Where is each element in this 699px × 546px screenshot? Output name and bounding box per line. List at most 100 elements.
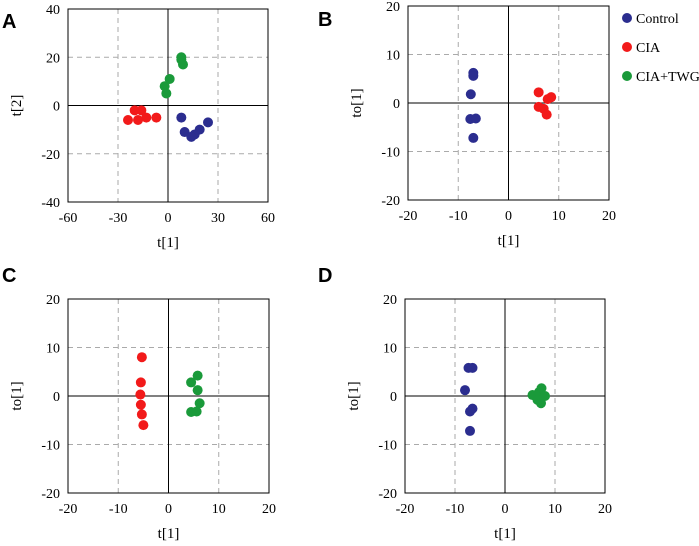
data-point-cia	[533, 87, 544, 98]
plot-frame	[404, 298, 606, 494]
series-cia	[533, 87, 557, 120]
data-point-control	[465, 89, 476, 100]
y-axis-label: to[1]	[349, 88, 365, 117]
series-cia	[135, 352, 149, 431]
x-axis-label: t[1]	[158, 526, 180, 542]
panel-c: C -20 -10 0 10 20 20 10 0 -10 -20 t[1] to[1]	[2, 265, 276, 542]
data-point-cia	[541, 109, 552, 120]
y-axis-label: to[1]	[9, 381, 25, 410]
x-tick-label: 10	[548, 502, 562, 517]
series-control	[465, 67, 481, 143]
y-tick-label: 20	[383, 293, 397, 308]
x-tick-label: 20	[602, 209, 616, 224]
data-point-cia_twg	[536, 383, 547, 394]
y-tick-label: 40	[46, 3, 60, 18]
y-tick-label: 0	[393, 97, 400, 112]
y-tick-label: -20	[41, 148, 60, 163]
data-point-control	[203, 117, 213, 128]
plot-frame	[67, 298, 270, 494]
x-axis-label: t[1]	[498, 233, 520, 249]
y-axis-label: to[1]	[346, 381, 362, 410]
series-cia_twg	[159, 52, 188, 99]
y-tick-label: 0	[53, 390, 60, 405]
panel-letter: B	[318, 9, 332, 31]
legend-marker-cia	[622, 42, 632, 52]
y-tick-label: -20	[378, 487, 397, 502]
x-tick-label: -20	[59, 502, 78, 517]
series-cia	[123, 105, 162, 125]
y-axis-label: t[2]	[9, 95, 25, 117]
y-tick-label: -10	[381, 146, 400, 161]
data-point-control	[468, 70, 479, 81]
data-point-cia_twg	[192, 370, 203, 381]
panel-letter: A	[2, 11, 16, 33]
data-point-cia	[151, 112, 162, 123]
y-tick-label: 20	[386, 0, 400, 15]
data-point-cia_twg	[161, 88, 172, 99]
data-point-cia	[135, 377, 146, 388]
data-point-cia_twg	[186, 377, 197, 388]
data-point-control	[465, 406, 475, 417]
data-point-cia	[136, 409, 147, 420]
x-tick-label: -20	[396, 502, 415, 517]
y-tick-label: -10	[41, 439, 60, 454]
y-tick-label: -20	[381, 194, 400, 209]
series-control	[176, 112, 213, 142]
legend-label: CIA	[636, 41, 661, 56]
panel-letter: D	[318, 265, 332, 287]
series-control	[460, 362, 478, 436]
x-tick-label: 20	[262, 502, 276, 517]
x-tick-label: 0	[165, 211, 172, 226]
y-tick-label: 20	[46, 51, 60, 66]
x-tick-label: -20	[399, 209, 418, 224]
data-point-control	[460, 385, 470, 396]
panel-letter: C	[2, 265, 16, 287]
x-axis-label: t[1]	[157, 235, 179, 251]
legend-marker-cia_twg	[622, 71, 632, 81]
series-cia_twg	[527, 383, 550, 409]
y-tick-label: -10	[378, 439, 397, 454]
plot-frame	[407, 5, 610, 201]
data-point-cia_twg	[536, 398, 546, 409]
x-tick-label: 10	[552, 209, 566, 224]
y-tick-label: 0	[390, 390, 397, 405]
panel-d: D -20 -10 0 10 20 20 10 0 -10 -20 t[1] to[1]	[318, 265, 612, 542]
data-point-cia	[133, 114, 143, 125]
data-point-cia	[542, 94, 553, 105]
y-tick-label: -20	[41, 487, 60, 502]
y-tick-label: 0	[53, 100, 60, 115]
data-point-control	[470, 113, 481, 124]
y-tick-label: -40	[41, 196, 60, 211]
x-tick-label: -60	[59, 211, 78, 226]
x-tick-label: 30	[211, 211, 225, 226]
data-point-control	[467, 362, 478, 373]
data-point-cia	[136, 352, 147, 363]
data-point-cia	[135, 389, 146, 400]
x-tick-label: 60	[261, 211, 275, 226]
x-tick-label: -30	[109, 211, 128, 226]
data-point-cia	[138, 420, 149, 431]
x-tick-label: 10	[212, 502, 226, 517]
data-point-cia_twg	[194, 398, 205, 409]
legend-marker-control	[622, 13, 632, 23]
panel-b: B -20 -10 0 10 20 20 10 0 -10 -20 t[1] to[1]	[318, 0, 616, 249]
x-tick-label: -10	[446, 502, 465, 517]
data-point-cia_twg	[164, 73, 175, 84]
data-point-cia	[141, 112, 152, 123]
data-point-control	[176, 112, 187, 123]
data-point-cia	[136, 105, 147, 116]
legend: Control CIA CIA+TWG	[622, 12, 699, 85]
data-point-cia_twg	[540, 391, 550, 401]
x-tick-label: -10	[109, 502, 128, 517]
data-point-control	[468, 132, 479, 143]
y-tick-label: 10	[386, 49, 400, 64]
data-point-cia_twg	[192, 385, 203, 396]
data-point-control	[465, 425, 475, 436]
y-tick-label: 20	[46, 293, 60, 308]
x-axis-label: t[1]	[494, 526, 516, 542]
x-tick-label: 0	[165, 502, 172, 517]
y-tick-label: 10	[383, 342, 397, 357]
legend-label: CIA+TWG	[636, 70, 699, 85]
data-point-cia	[123, 114, 133, 125]
